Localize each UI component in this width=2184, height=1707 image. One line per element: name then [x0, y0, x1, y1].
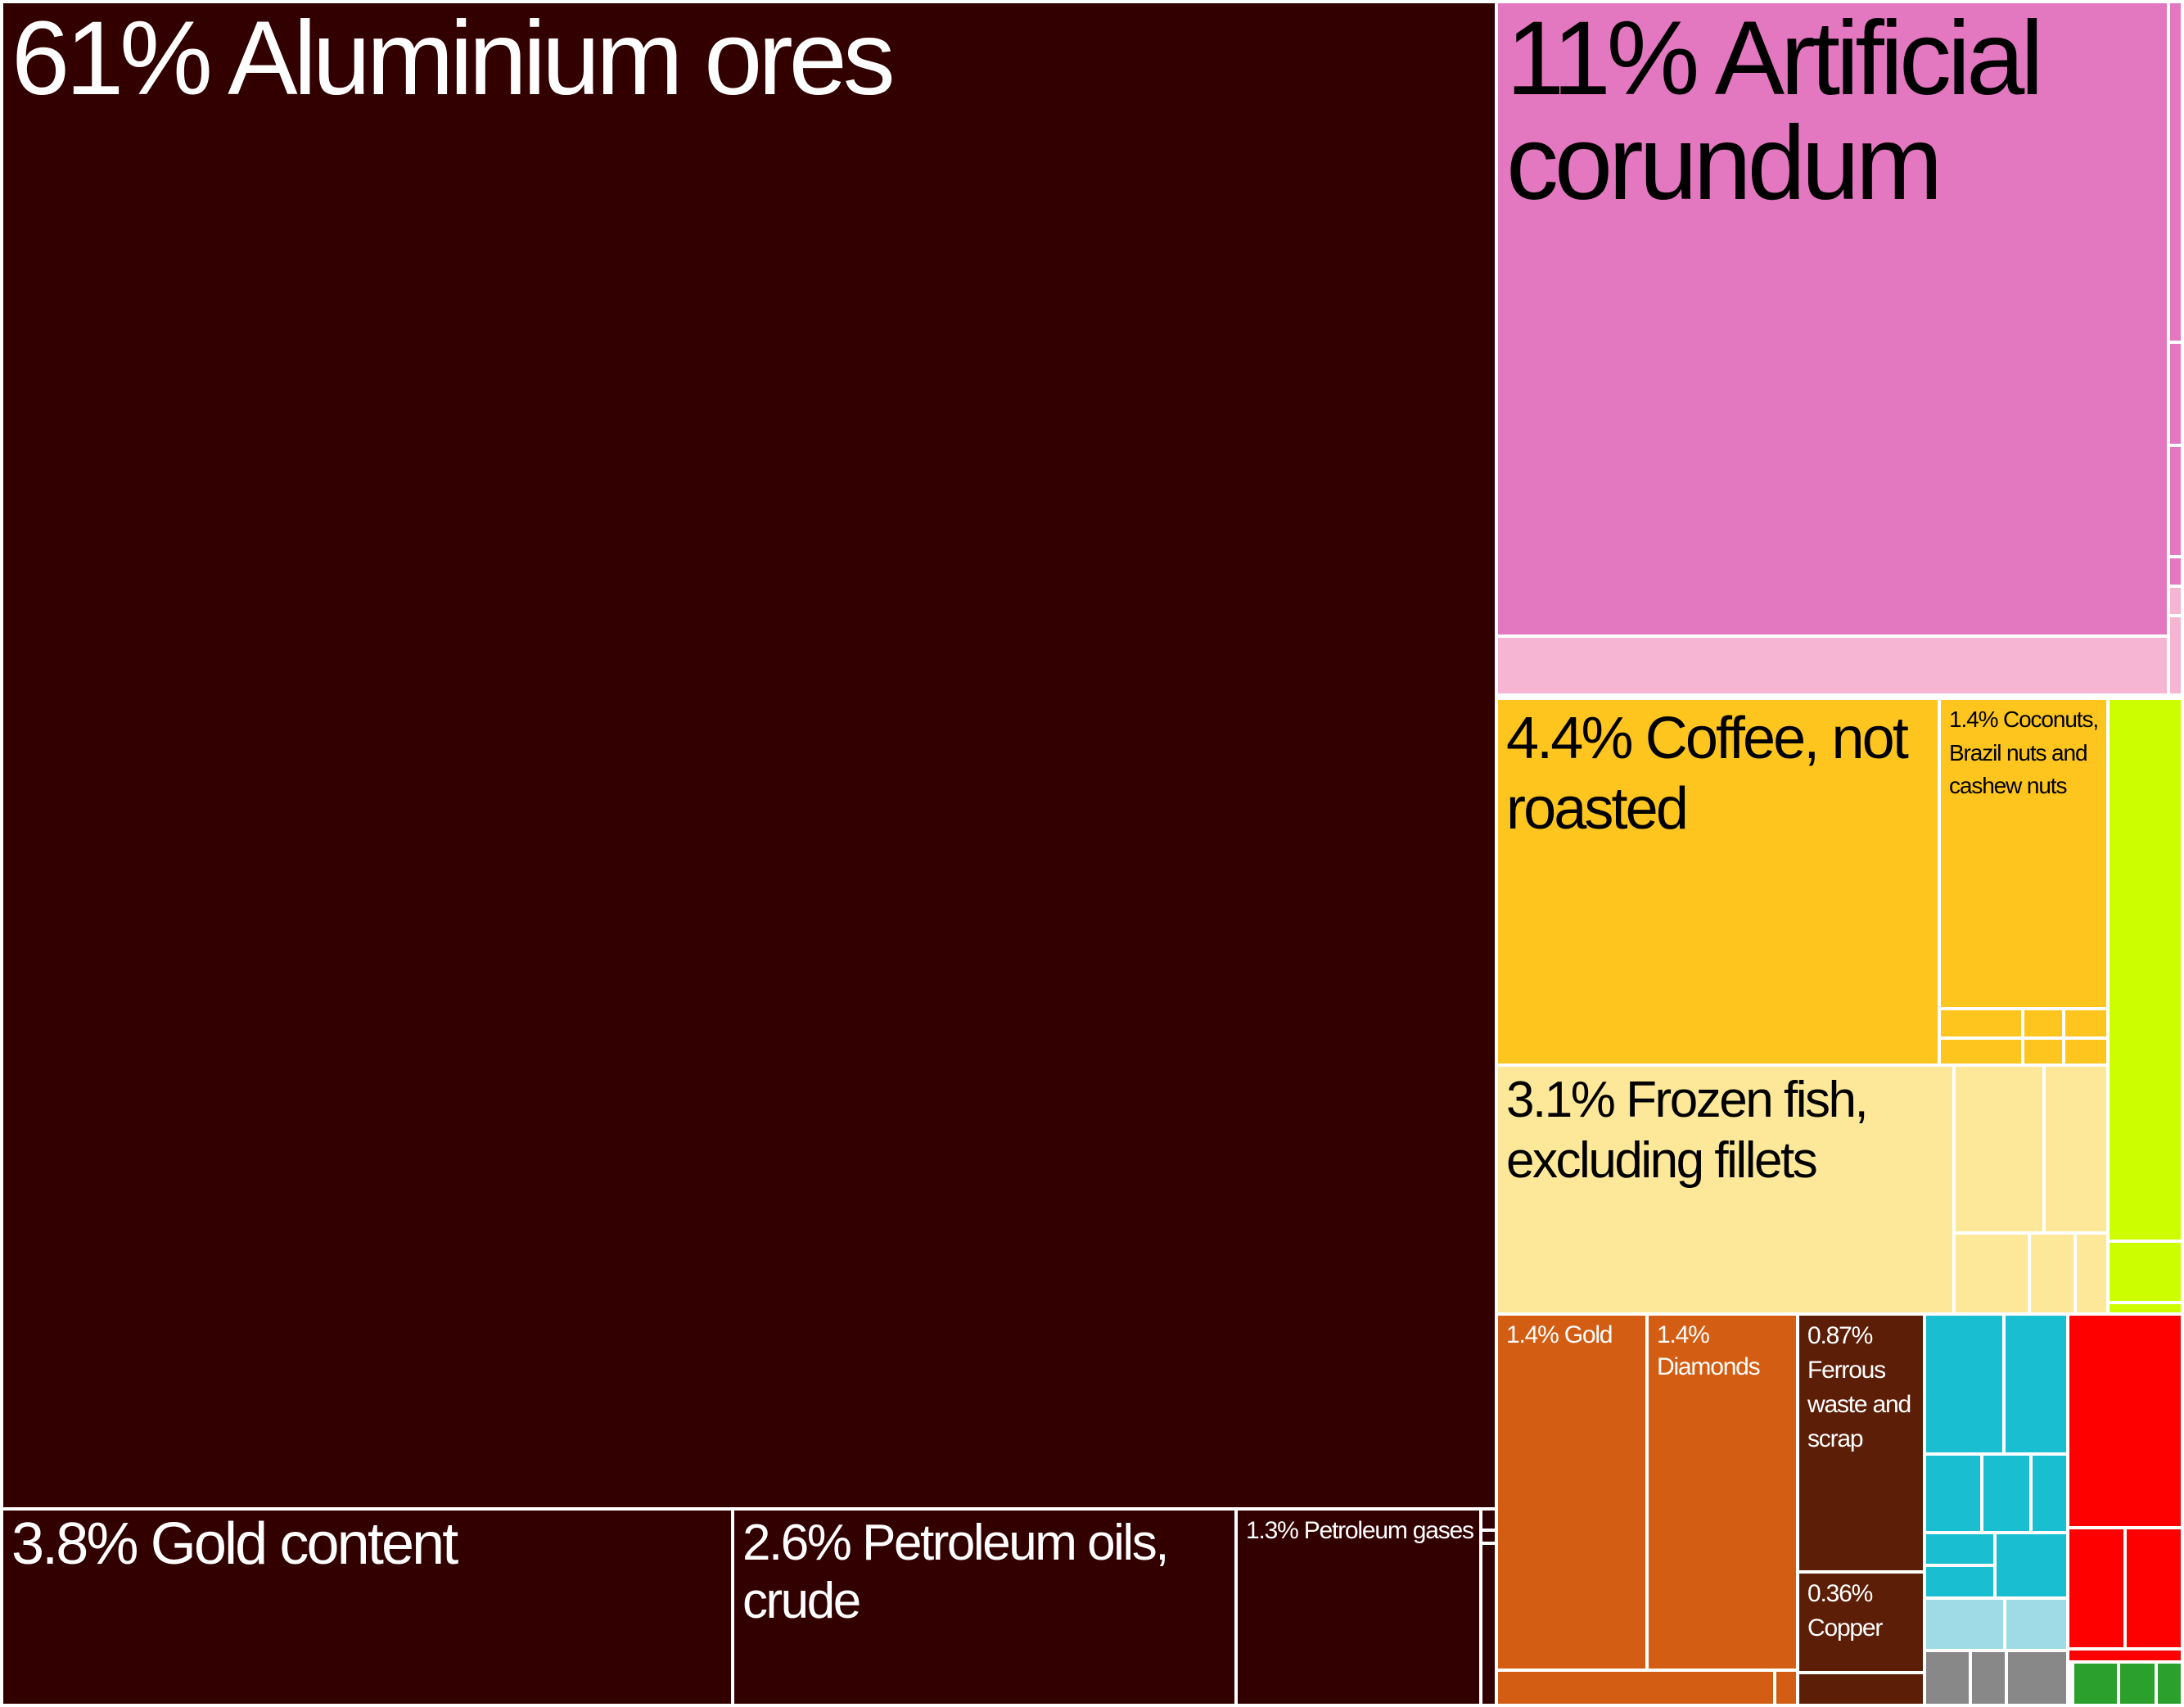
tile-minor-14 — [2021, 1036, 2065, 1067]
tile-minor-19 — [2028, 1231, 2077, 1319]
tile-ferrous-waste-and-scrap-label: 0.87% Ferrous waste and scrap — [1807, 1322, 1911, 1452]
tile-diamonds: 1.4% Diamonds — [1645, 1312, 1799, 1672]
tile-minor-27 — [1923, 1312, 2006, 1456]
tile-minor-2 — [1479, 1542, 1498, 1707]
tile-minor-41 — [2066, 1526, 2127, 1651]
tile-artificial-corundum-label: 11% Artificial corundum — [1506, 0, 2044, 222]
tile-minor-28 — [2002, 1312, 2069, 1456]
tile-coconuts-brazil-nuts-cashew-nuts: 1.4% Coconuts, Brazil nuts and cashew nu… — [1938, 697, 2110, 1010]
tile-minor-17 — [2042, 1063, 2110, 1235]
tile-minor-3 — [1495, 634, 2170, 697]
tile-petroleum-gases: 1.3% Petroleum gases — [1234, 1507, 1482, 1707]
tile-minor-36 — [2003, 1596, 2069, 1652]
tile-minor-22 — [2106, 1240, 2184, 1304]
tile-copper: 0.36% Copper — [1796, 1570, 1926, 1674]
tile-gold-content: 3.8% Gold content — [0, 1507, 734, 1707]
tile-minor-40 — [2066, 1312, 2184, 1529]
tile-petroleum-gases-label: 1.3% Petroleum gases — [1246, 1517, 1474, 1544]
tile-gold: 1.4% Gold — [1495, 1312, 1649, 1672]
tile-minor-16 — [1952, 1063, 2046, 1235]
tile-minor-30 — [1980, 1452, 2033, 1534]
tile-minor-24 — [1495, 1669, 1776, 1707]
tile-minor-32 — [1923, 1531, 1997, 1567]
tile-minor-39 — [2005, 1649, 2069, 1707]
tile-minor-4 — [2167, 0, 2184, 344]
tile-artificial-corundum: 11% Artificial corundum — [1495, 0, 2170, 638]
tile-aluminium-ores-label: 61% Aluminium ores — [11, 0, 896, 117]
tile-minor-31 — [2029, 1452, 2069, 1534]
tile-minor-18 — [1952, 1231, 2031, 1319]
tile-minor-20 — [2073, 1231, 2110, 1319]
tile-minor-37 — [1923, 1649, 1972, 1707]
tile-minor-26 — [1796, 1671, 1926, 1707]
tile-minor-38 — [1969, 1649, 2008, 1707]
tile-minor-46 — [2155, 1660, 2184, 1707]
tile-diamonds-label: 1.4% Diamonds — [1657, 1321, 1761, 1380]
tile-coconuts-brazil-nuts-cashew-nuts-label: 1.4% Coconuts, Brazil nuts and cashew nu… — [1949, 707, 2099, 799]
tile-copper-label: 0.36% Copper — [1807, 1580, 1883, 1642]
tile-gold-label: 1.4% Gold — [1506, 1321, 1613, 1348]
tile-coffee-not-roasted: 4.4% Coffee, not roasted — [1495, 697, 1941, 1067]
tile-minor-11 — [2021, 1007, 2065, 1040]
tile-minor-9 — [2167, 614, 2184, 697]
tile-ferrous-waste-and-scrap: 0.87% Ferrous waste and scrap — [1796, 1312, 1926, 1574]
tile-minor-7 — [2167, 555, 2184, 588]
tile-minor-6 — [2167, 444, 2184, 558]
tile-minor-10 — [1938, 1007, 2024, 1040]
tile-coffee-not-roasted-label: 4.4% Coffee, not roasted — [1506, 706, 1909, 842]
tile-aluminium-ores: 61% Aluminium ores — [0, 0, 1498, 1511]
tile-minor-29 — [1923, 1452, 1983, 1534]
tile-minor-35 — [1923, 1596, 2006, 1652]
tile-minor-44 — [2071, 1660, 2120, 1707]
tile-petroleum-oils-crude-label: 2.6% Petroleum oils, crude — [742, 1515, 1169, 1630]
tile-minor-13 — [1938, 1036, 2024, 1067]
tile-minor-34 — [1923, 1564, 1997, 1600]
tile-frozen-fish: 3.1% Frozen fish, excluding fillets — [1495, 1063, 1956, 1319]
tile-minor-12 — [2062, 1007, 2110, 1040]
tile-petroleum-oils-crude: 2.6% Petroleum oils, crude — [731, 1507, 1238, 1707]
tile-minor-8 — [2167, 585, 2184, 617]
tile-frozen-fish-label: 3.1% Frozen fish, excluding fillets — [1506, 1072, 1869, 1190]
tile-minor-15 — [2062, 1036, 2110, 1067]
tile-minor-33 — [1993, 1531, 2069, 1600]
tile-minor-45 — [2117, 1660, 2158, 1707]
tile-minor-42 — [2123, 1526, 2184, 1651]
tile-minor-21 — [2106, 697, 2184, 1243]
tile-gold-content-label: 3.8% Gold content — [11, 1511, 458, 1577]
tile-minor-5 — [2167, 341, 2184, 447]
